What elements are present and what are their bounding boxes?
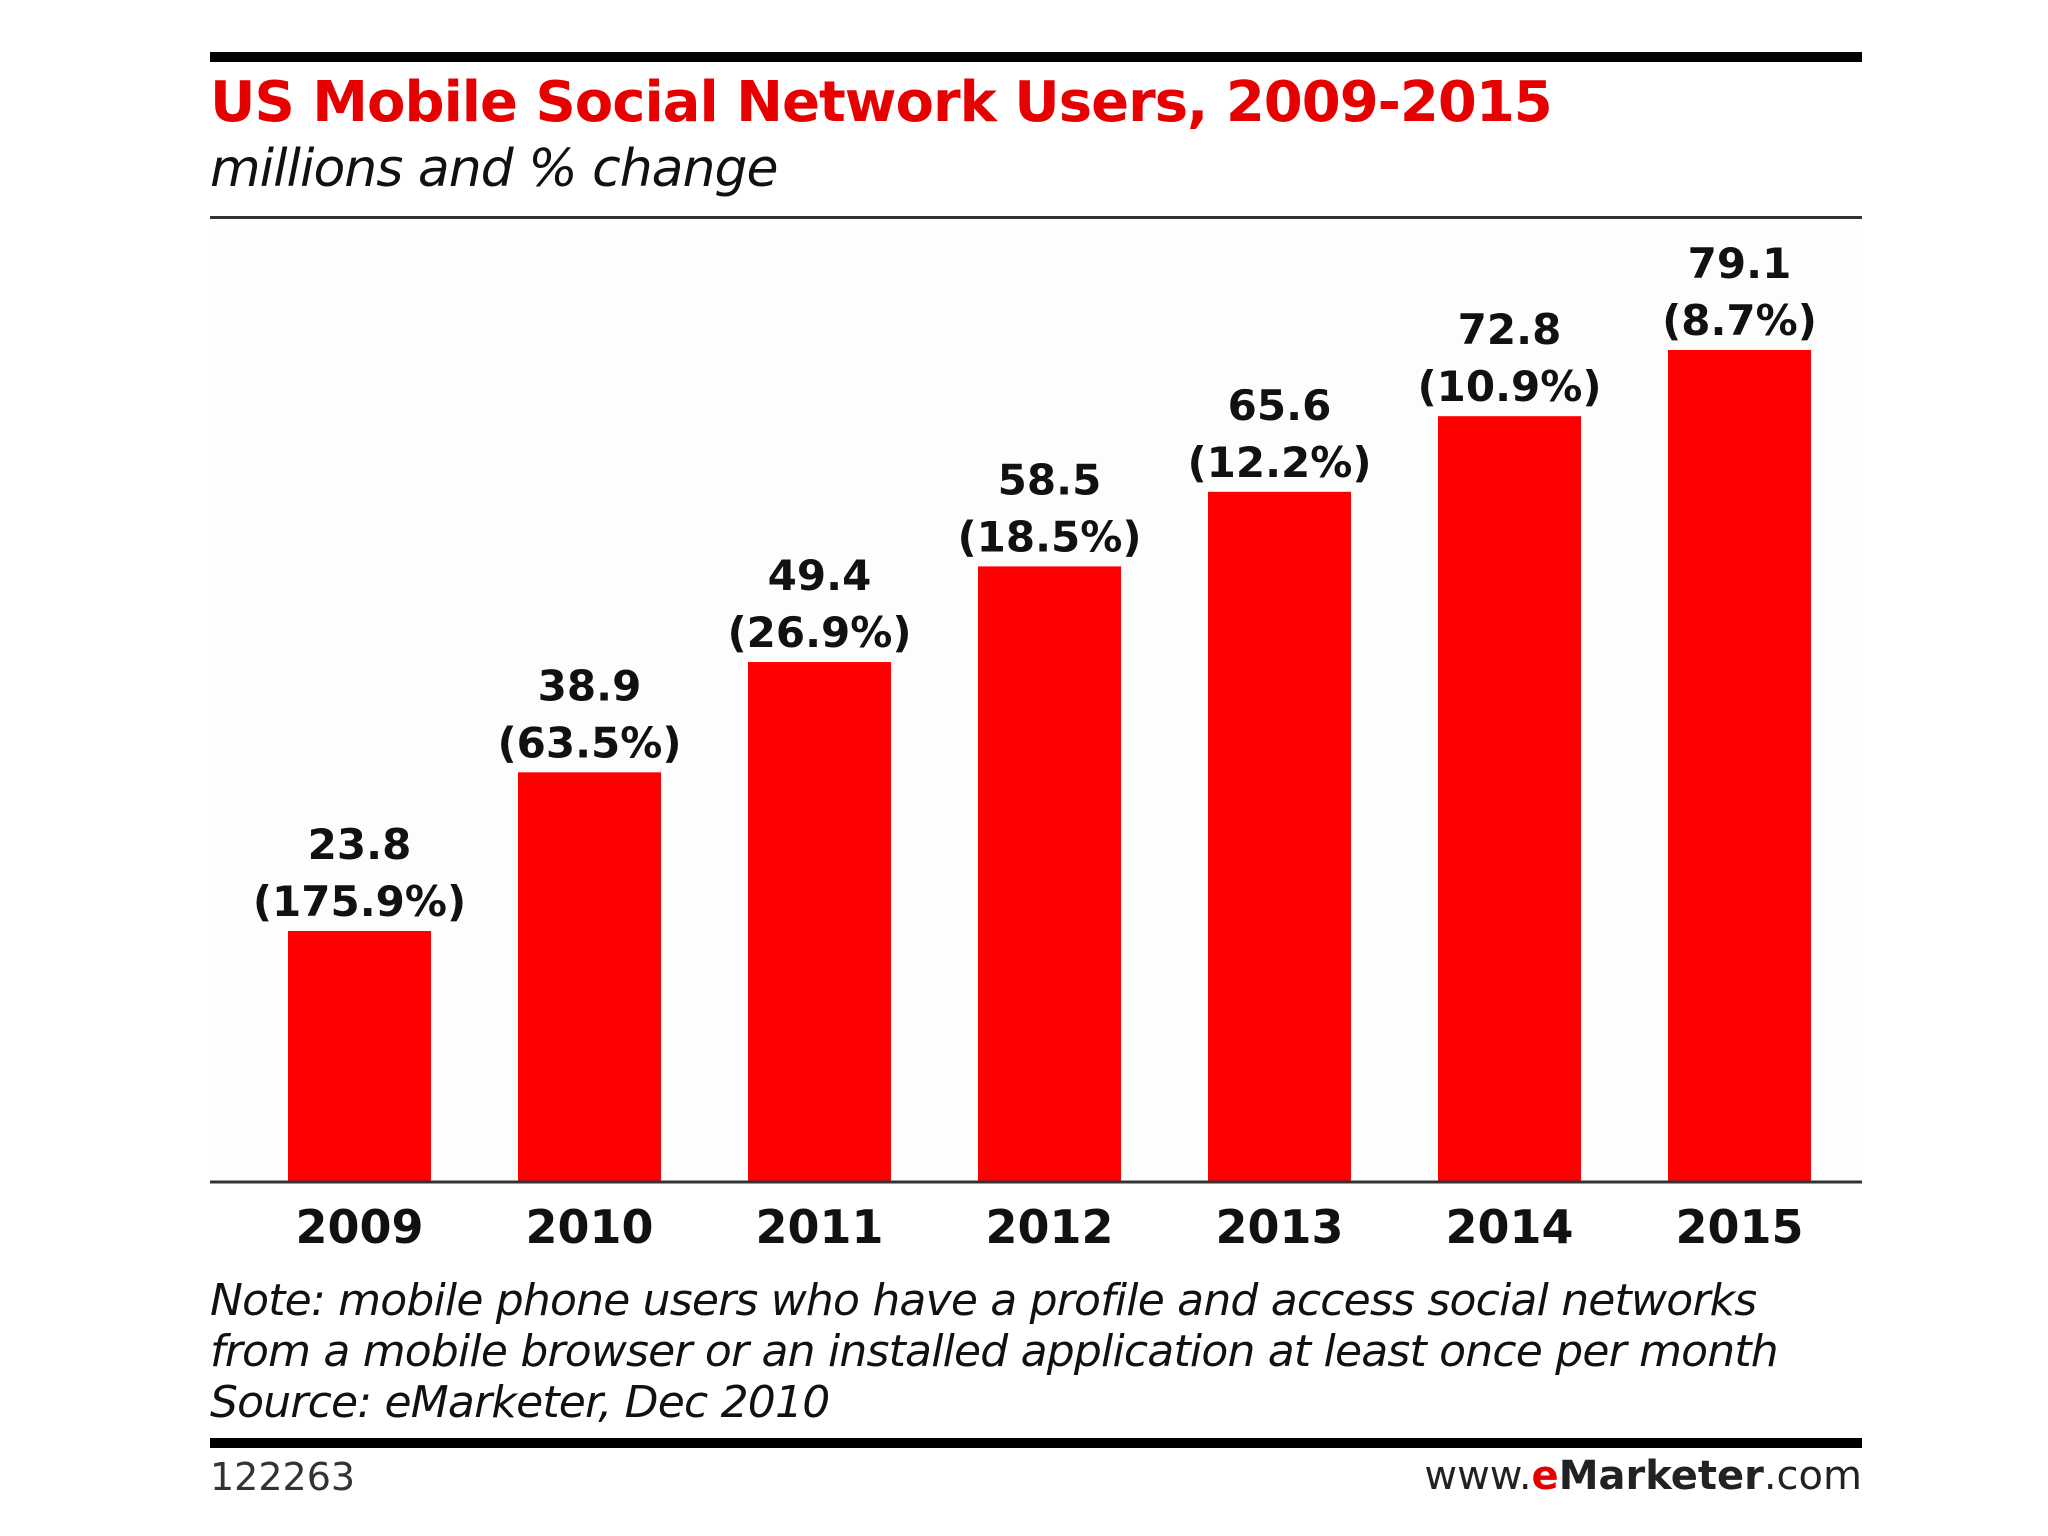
bars-group [288, 350, 1811, 1182]
bar-2014 [1438, 416, 1581, 1181]
note-line-2: from a mobile browser or an installed ap… [210, 1326, 1779, 1377]
value-label-2015: 79.1 [1688, 239, 1792, 288]
percent-label-2013: (12.2%) [1187, 438, 1371, 487]
chart-id: 122263 [210, 1455, 356, 1499]
brand-name: Marketer [1558, 1453, 1764, 1499]
brand-link[interactable]: www.eMarketer.com [1424, 1452, 1862, 1500]
x-tick-label-2014: 2014 [1445, 1200, 1573, 1254]
source-line: Source: eMarketer, Dec 2010 [210, 1377, 830, 1428]
bar-2009 [288, 930, 431, 1181]
brand-e: e [1531, 1453, 1559, 1499]
value-label-2010: 38.9 [538, 661, 642, 710]
bar-2012 [978, 566, 1121, 1181]
x-tick-label-2009: 2009 [295, 1200, 423, 1254]
bar-2010 [518, 772, 661, 1181]
value-labels-group: 23.8 (175.9%) 38.9 (63.5%) 49.4 (26.9%) 58.5 (1… [253, 239, 1817, 926]
note-line-1: Note: mobile phone users who have a prof… [210, 1275, 1757, 1326]
value-label-2012: 58.5 [998, 455, 1102, 504]
header-rule [210, 216, 1862, 219]
percent-label-2011: (26.9%) [727, 608, 911, 657]
x-tick-labels-group: 2009 2010 2011 2012 2013 2014 2015 [295, 1200, 1803, 1254]
x-tick-label-2015: 2015 [1675, 1200, 1803, 1254]
percent-label-2012: (18.5%) [957, 512, 1141, 561]
value-label-2013: 65.6 [1228, 381, 1332, 430]
bar-2011 [748, 662, 891, 1181]
top-rule [210, 52, 1862, 62]
brand-suffix: .com [1763, 1453, 1862, 1499]
bar-2013 [1208, 491, 1351, 1182]
value-label-2014: 72.8 [1458, 305, 1562, 354]
bar-2015 [1668, 350, 1811, 1181]
chart-title: US Mobile Social Network Users, 2009-201… [210, 70, 1553, 135]
x-tick-label-2011: 2011 [755, 1200, 883, 1254]
percent-label-2014: (10.9%) [1417, 362, 1601, 411]
value-label-2009: 23.8 [308, 820, 412, 869]
bottom-rule [210, 1438, 1862, 1448]
percent-label-2010: (63.5%) [497, 718, 681, 767]
chart-subtitle: millions and % change [210, 139, 779, 199]
percent-label-2009: (175.9%) [253, 877, 466, 926]
value-label-2011: 49.4 [768, 551, 872, 600]
x-tick-label-2010: 2010 [525, 1200, 653, 1254]
percent-label-2015: (8.7%) [1662, 296, 1817, 345]
brand-prefix: www. [1424, 1453, 1532, 1499]
x-tick-label-2013: 2013 [1215, 1200, 1343, 1254]
chart-notes: Note: mobile phone users who have a prof… [210, 1275, 1862, 1428]
x-tick-label-2012: 2012 [985, 1200, 1113, 1254]
